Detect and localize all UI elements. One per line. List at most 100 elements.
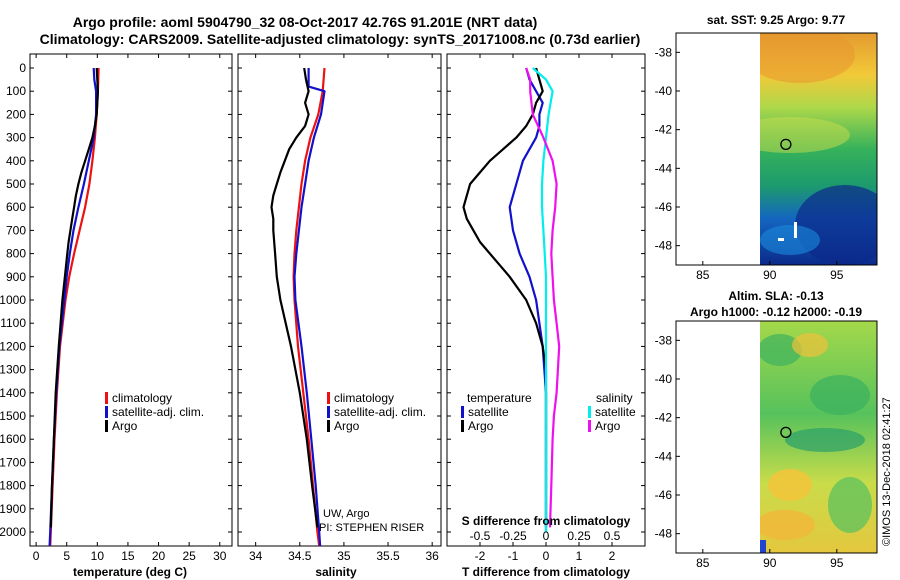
x-tick-label: -1 — [508, 549, 519, 563]
y-tick-label: 1600 — [0, 432, 26, 446]
y-tick-label: 100 — [6, 84, 26, 98]
x-tick-label: 0 — [543, 549, 550, 563]
salinity-legend: climatology satellite-adj. clim. Argo — [327, 391, 426, 433]
series-line-climatology — [292, 67, 326, 547]
series-line-argo — [270, 67, 319, 528]
sst-mid-band — [760, 117, 850, 153]
map-x-tick-label: 90 — [763, 556, 777, 570]
sla-high — [768, 469, 812, 501]
x-tick-label: 2 — [609, 549, 616, 563]
y-tick-label: 900 — [6, 270, 26, 284]
y-tick-label: 800 — [6, 247, 26, 261]
legend-swatch-satellite — [327, 406, 330, 418]
sla-map-field — [760, 321, 877, 553]
sla-map-title: Altim. SLA: -0.13 — [728, 289, 824, 303]
s-diff-tick-label: -0.5 — [470, 529, 491, 543]
legend-swatch-satellite — [105, 406, 108, 418]
sla-high — [792, 333, 828, 357]
y-tick-label: 300 — [6, 131, 26, 145]
profile-location-marker — [780, 426, 792, 439]
legend-label-climatology: climatology — [112, 391, 172, 405]
x-tick-label: 34.5 — [288, 549, 312, 563]
map-y-tick-label: -40 — [655, 372, 673, 386]
sst-cold-patch — [795, 185, 877, 265]
x-tick-label: 35.5 — [376, 549, 400, 563]
map-y-tick-label: -44 — [655, 449, 673, 463]
legend-title-salinity: salinity — [596, 391, 633, 405]
x-tick-label: 15 — [121, 549, 135, 563]
y-tick-label: 1800 — [0, 479, 26, 493]
difference-legend: temperature satellite Argo salinity sate… — [461, 391, 636, 433]
temperature-profile-panel: 0100200300400500600700800900100011001200… — [0, 53, 233, 563]
x-tick-label: -2 — [475, 549, 486, 563]
legend-swatch-salinity-argo — [588, 420, 591, 432]
series-line-salinity-argo — [525, 67, 561, 528]
map-y-tick-label: -38 — [655, 45, 673, 59]
sla-map: 85 90 95 -38 -40 -42 -44 -46 -48 — [655, 320, 878, 570]
map-y-tick-label: -48 — [655, 239, 673, 253]
s-diff-tick-label: 0.5 — [604, 529, 621, 543]
x-tick-label: 5 — [63, 549, 70, 563]
legend-label-salinity-argo: Argo — [595, 419, 621, 433]
y-tick-label: 1500 — [0, 409, 26, 423]
panel-frame — [29, 53, 233, 547]
legend-label-argo: Argo — [112, 419, 138, 433]
sla-eddy — [785, 428, 865, 452]
y-tick-label: 1900 — [0, 502, 26, 516]
y-tick-label: 1000 — [0, 293, 26, 307]
credit-imos-timestamp: ©IMOS 13-Dec-2018 02:41:27 — [881, 397, 893, 546]
x-tick-label: 10 — [91, 549, 105, 563]
sla-edge-low — [760, 540, 766, 553]
sst-map-field — [760, 33, 877, 265]
legend-swatch-climatology — [327, 392, 330, 404]
x-tick-label: 35 — [337, 549, 351, 563]
sla-high — [760, 510, 815, 540]
legend-label-salinity-satellite: satellite — [595, 405, 636, 419]
series-line-satellite-adj-clim- — [293, 68, 326, 546]
legend-label-argo: Argo — [334, 419, 360, 433]
x-tick-label: 36 — [425, 549, 439, 563]
legend-title-temperature: temperature — [467, 391, 532, 405]
salinity-profile-panel: 34 34.5 35 35.5 36 — [237, 53, 442, 563]
profile-location-marker — [780, 138, 792, 151]
sst-data-gap-mark — [794, 222, 797, 238]
legend-swatch-argo — [105, 420, 108, 432]
series-line-argo — [49, 67, 100, 528]
legend-swatch-temperature-satellite — [461, 406, 464, 418]
y-tick-label: 1300 — [0, 363, 26, 377]
x-tick-label: 34 — [249, 549, 263, 563]
header-line-1: Argo profile: aoml 5904790_32 08-Oct-201… — [73, 14, 538, 30]
legend-label-temperature-argo: Argo — [468, 419, 494, 433]
legend-swatch-salinity-satellite — [588, 406, 591, 418]
map-y-tick-label: -46 — [655, 488, 673, 502]
sst-data-gap-mark — [778, 238, 784, 241]
map-y-tick-label: -42 — [655, 411, 673, 425]
legend-swatch-climatology — [105, 392, 108, 404]
header-line-2: Climatology: CARS2009. Satellite-adjuste… — [40, 31, 641, 47]
map-y-tick-label: -44 — [655, 161, 673, 175]
legend-label-satellite: satellite-adj. clim. — [334, 405, 426, 419]
legend-label-temperature-satellite: satellite — [468, 405, 509, 419]
x-tick-label: 20 — [152, 549, 166, 563]
s-diff-tick-label: 0.25 — [567, 529, 591, 543]
y-tick-label: 700 — [6, 223, 26, 237]
sla-eddy — [828, 477, 872, 533]
s-diff-tick-label: 0 — [543, 529, 550, 543]
y-tick-label: 1700 — [0, 455, 26, 469]
sla-eddy — [760, 334, 802, 366]
sst-blue-patch — [760, 225, 820, 255]
sst-map: 85 90 95 -38 -40 -42 -44 -46 -48 — [655, 32, 878, 282]
map-x-tick-label: 90 — [763, 268, 777, 282]
s-diff-tick-label: -0.25 — [499, 529, 527, 543]
map-y-tick-label: -42 — [655, 123, 673, 137]
map-x-tick-label: 85 — [696, 556, 710, 570]
legend-swatch-temperature-argo — [461, 420, 464, 432]
map-y-tick-label: -48 — [655, 527, 673, 541]
y-tick-label: 1100 — [0, 316, 26, 330]
sst-warm-patch — [760, 33, 855, 83]
legend-label-climatology: climatology — [334, 391, 394, 405]
difference-xlabel: T difference from climatology — [462, 565, 630, 579]
credit-uw-argo: UW, Argo — [323, 508, 369, 520]
y-tick-label: 600 — [6, 200, 26, 214]
